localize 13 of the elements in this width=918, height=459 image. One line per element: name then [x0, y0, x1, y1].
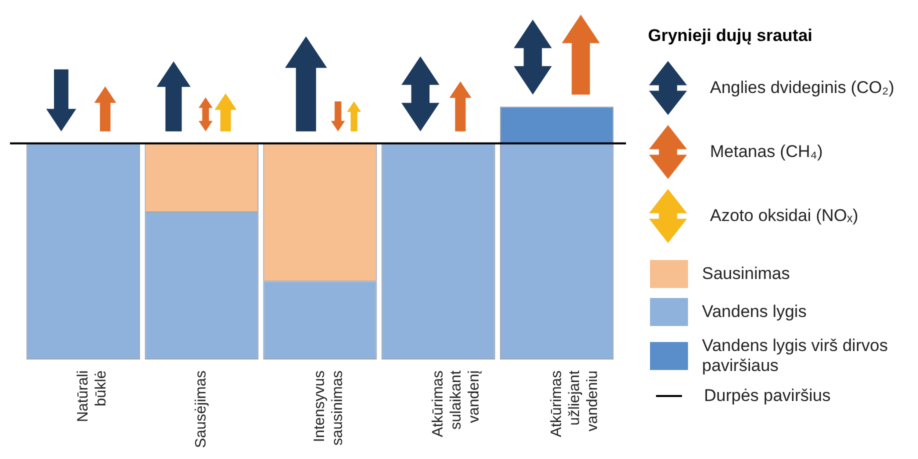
- legend-label: Vandens lygis virš dirvos paviršiaus: [702, 336, 889, 376]
- x-tick-label: Atkūrimas užliejant vandeniu: [548, 370, 601, 438]
- x-tick-label: Atkūrimas sulaikant vandenį: [430, 370, 483, 438]
- legend-label: Durpės paviršius: [704, 386, 831, 406]
- x-tick-label: Intensyvus sausinimas: [311, 370, 346, 446]
- x-tick-label: Natūrali būklė: [74, 370, 110, 422]
- legend-title: Grynieji dujų srautai: [648, 26, 814, 46]
- legend-label: Vandens lygis: [702, 302, 807, 322]
- text: Metanas (CH₄): [710, 142, 823, 162]
- x-tick-label: Sausėjimas: [192, 370, 210, 448]
- text: Azoto oksidai (NOₓ): [710, 206, 858, 226]
- text: Anglies dvideginis (CO₂): [710, 78, 894, 98]
- legend-label: Sausinimas: [702, 264, 790, 284]
